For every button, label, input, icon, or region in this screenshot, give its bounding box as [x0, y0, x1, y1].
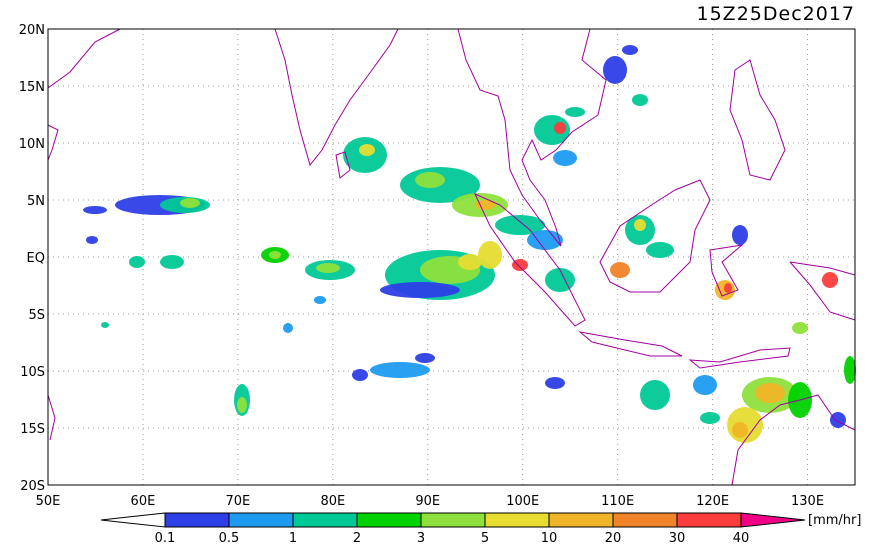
colorbar-box [612, 512, 678, 528]
lat-label: 20S [20, 479, 45, 494]
colorbar-label: 2 [353, 531, 361, 544]
lat-label: 5S [28, 308, 45, 323]
lon-label: 100E [506, 494, 539, 509]
colorbar-label: 1 [289, 531, 297, 544]
map-frame [47, 28, 856, 486]
lon-label: 130E [791, 494, 824, 509]
colorbar-box [164, 512, 230, 528]
colorbar-high [740, 512, 806, 528]
colorbar-box [484, 512, 550, 528]
lat-label: 15N [19, 80, 45, 95]
colorbar-box [676, 512, 742, 528]
lon-label: 110E [601, 494, 634, 509]
colorbar-box [292, 512, 358, 528]
lon-label: 90E [415, 494, 440, 509]
lon-label: 50E [36, 494, 61, 509]
colorbar-box [228, 512, 294, 528]
rain-areas [83, 45, 856, 443]
colorbar: 0.1 0.5 1 2 3 5 10 20 30 40 [mm/hr] [100, 512, 861, 544]
lat-label: 15S [20, 422, 45, 437]
colorbar-label: 5 [481, 531, 489, 544]
lon-label: 120E [696, 494, 729, 509]
lon-label: 80E [320, 494, 345, 509]
colorbar-box [420, 512, 486, 528]
colorbar-label: 10 [541, 531, 558, 544]
colorbar-label: 30 [669, 531, 686, 544]
lat-label: 20N [19, 23, 45, 38]
map-title: 15Z25Dec2017 [697, 3, 856, 25]
lat-label: 5N [27, 194, 45, 209]
colorbar-label: 0.5 [219, 531, 240, 544]
lat-label: 10S [20, 365, 45, 380]
colorbar-label: 3 [417, 531, 425, 544]
colorbar-label: 40 [733, 531, 750, 544]
lat-label: 10N [19, 137, 45, 152]
colorbar-low [100, 512, 166, 528]
colorbar-unit: [mm/hr] [808, 513, 861, 528]
lat-label: EQ [27, 251, 45, 266]
lon-label: 70E [225, 494, 250, 509]
colorbar-box [548, 512, 614, 528]
colorbar-label: 0.1 [155, 531, 176, 544]
colorbar-box [356, 512, 422, 528]
coastlines [47, 28, 856, 486]
lon-label: 60E [131, 494, 156, 509]
colorbar-label: 20 [605, 531, 622, 544]
